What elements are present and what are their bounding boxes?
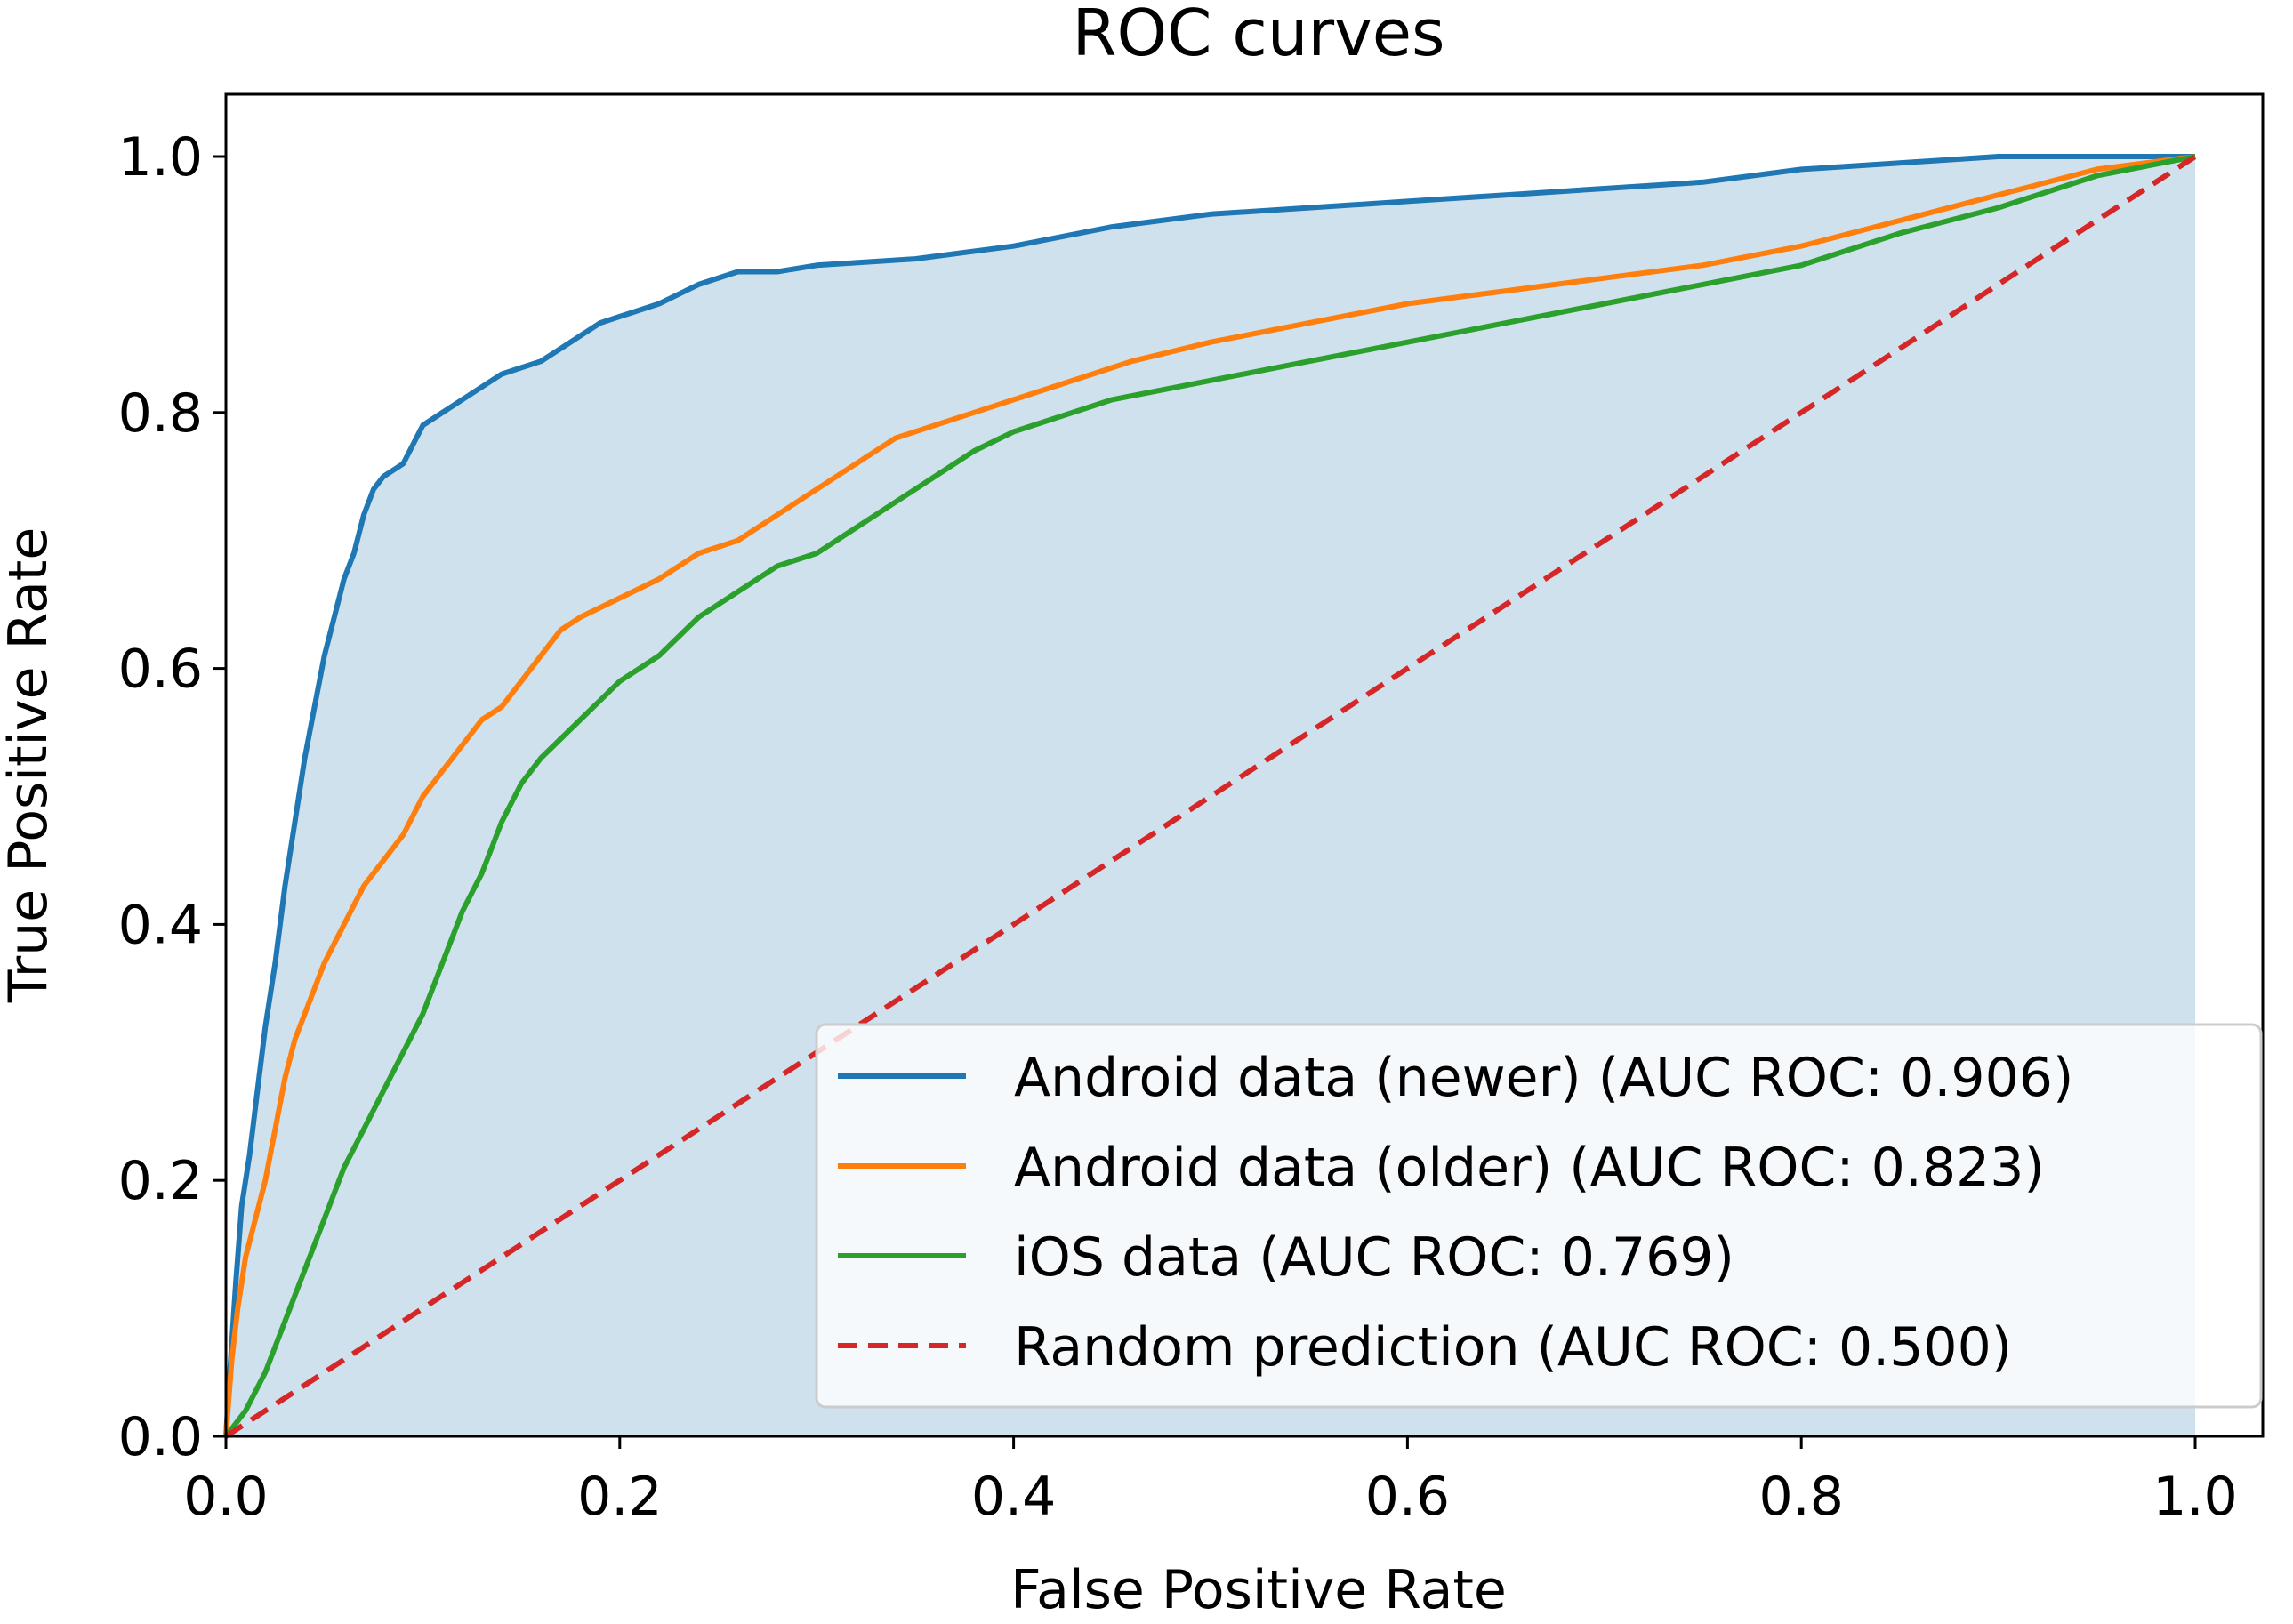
x-tick-label: 0.2 (577, 1466, 662, 1528)
x-tick-label: 0.6 (1365, 1466, 1450, 1528)
legend-box (815, 1023, 2263, 1409)
series-line-3 (223, 154, 2196, 1438)
axes: 0.0 0.2 0.4 0.6 0.8 1.0 0.0 0.2 0.4 0.6 0.8 1.0 (118, 92, 2265, 1528)
x-axis-label: False Positive Rate (1010, 1559, 1507, 1621)
legend: Android data (newer) (AUC ROC: 0.906) And… (815, 1023, 2263, 1409)
plot-frame (224, 92, 2265, 1438)
x-tick-label: 0.4 (971, 1466, 1056, 1528)
legend-entry-4: Random prediction (AUC ROC: 0.500) (1014, 1316, 2012, 1379)
legend-entry-3: iOS data (AUC ROC: 0.769) (1014, 1226, 1734, 1289)
legend-entry-1: Android data (newer) (AUC ROC: 0.906) (1014, 1047, 2073, 1109)
y-tick-label: 0.2 (118, 1150, 203, 1212)
series-line-2 (223, 154, 2196, 1437)
y-tick-label: 0.6 (118, 639, 203, 701)
legend-entry-2: Android data (older) (AUC ROC: 0.823) (1014, 1137, 2045, 1199)
series-line-1 (223, 154, 2195, 1437)
y-tick-label: 1.0 (118, 126, 203, 189)
y-tick-label: 0.4 (118, 894, 203, 956)
y-tick-label: 0.8 (118, 382, 203, 445)
x-tick-label: 1.0 (2152, 1466, 2237, 1528)
x-tick-label: 0.0 (183, 1466, 268, 1528)
chart-title: ROC curves (1072, 0, 1444, 70)
x-tick-label: 0.8 (1758, 1466, 1843, 1528)
y-tick-label: 0.0 (118, 1406, 203, 1468)
y-axis-label: True Positive Rate (0, 527, 60, 1003)
